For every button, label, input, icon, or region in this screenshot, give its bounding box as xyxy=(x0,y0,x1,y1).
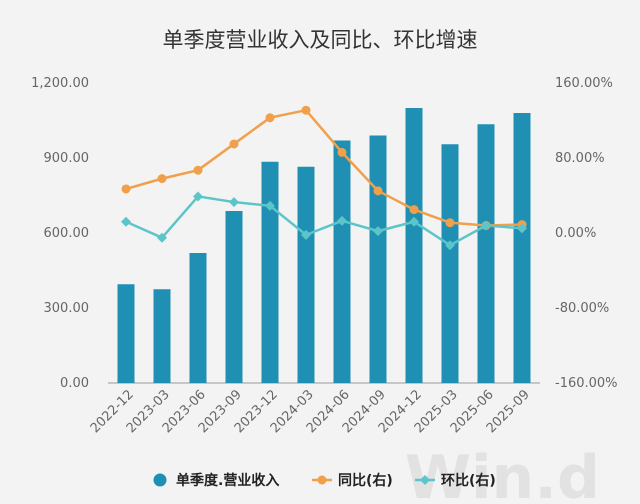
y-left-tick-label: 600.00 xyxy=(44,226,90,241)
line-series xyxy=(121,105,527,251)
y-right-tick-label: 160.00% xyxy=(555,76,613,91)
line-point xyxy=(481,220,491,231)
line-point xyxy=(157,174,167,184)
legend-item: 环比(右) xyxy=(415,472,496,489)
bar xyxy=(477,124,495,383)
watermark: Win.d xyxy=(405,443,600,504)
line-point xyxy=(409,216,419,227)
bar xyxy=(189,253,207,383)
line-point xyxy=(517,223,527,234)
y-left-tick-label: 300.00 xyxy=(44,301,90,316)
line-point xyxy=(301,105,311,115)
x-axis-ticks: 2022-122023-032023-062023-092023-122024-… xyxy=(88,387,533,436)
line-point xyxy=(229,197,239,208)
legend-label: 同比(右) xyxy=(338,472,393,489)
y-left-tick-label: 900.00 xyxy=(44,151,90,166)
bar xyxy=(225,211,243,383)
legend: 单季度.营业收入 同比(右) 环比(右) xyxy=(153,472,496,489)
legend-label: 环比(右) xyxy=(441,472,496,489)
legend-item: 同比(右) xyxy=(312,472,393,489)
bar xyxy=(297,166,315,383)
chart-title: 单季度营业收入及同比、环比增速 xyxy=(163,28,478,52)
y-right-tick-label: -80.00% xyxy=(555,301,609,316)
bar xyxy=(513,113,531,383)
series-line xyxy=(125,195,523,247)
legend-marker xyxy=(420,475,430,485)
bar xyxy=(153,289,171,383)
bar xyxy=(441,144,459,383)
bar xyxy=(369,135,387,383)
legend-item: 单季度.营业收入 xyxy=(153,472,279,489)
y-left-tick-label: 1,200.00 xyxy=(31,76,89,91)
bar xyxy=(261,161,279,383)
y-left-tick-label: 0.00 xyxy=(60,376,89,391)
y-right-tick-label: 0.00% xyxy=(555,226,596,241)
line-point xyxy=(265,200,275,211)
line-point xyxy=(265,113,275,123)
bar xyxy=(117,284,135,383)
line-point xyxy=(337,147,347,157)
line-point xyxy=(121,184,131,194)
line-point xyxy=(157,232,167,243)
line-point xyxy=(337,215,347,226)
line-point xyxy=(193,191,203,202)
line-point xyxy=(301,229,311,240)
y-right-tick-label: 80.00% xyxy=(555,151,605,166)
line-point xyxy=(409,205,419,215)
bar-series xyxy=(117,108,531,383)
line-point xyxy=(373,226,383,237)
line-point xyxy=(373,186,383,196)
y-left-axis: 0.00 300.00 600.00 900.00 1,200.00 xyxy=(31,76,89,391)
line-point xyxy=(229,139,239,149)
y-right-tick-label: -160.00% xyxy=(555,376,618,391)
bar xyxy=(405,108,423,383)
line-point xyxy=(193,165,203,175)
legend-marker xyxy=(317,475,327,485)
line-point xyxy=(445,218,455,228)
series-line xyxy=(125,108,523,227)
bar xyxy=(333,140,351,383)
legend-marker xyxy=(153,473,167,487)
line-point xyxy=(121,216,131,227)
line-point xyxy=(445,240,455,251)
legend-label: 单季度.营业收入 xyxy=(176,472,279,489)
y-right-axis: -160.00% -80.00% 0.00% 80.00% 160.00% xyxy=(555,76,618,391)
